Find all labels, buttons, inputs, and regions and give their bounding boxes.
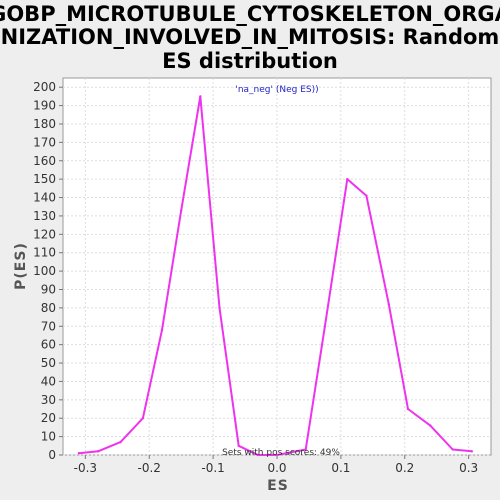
y-tick-label: 80	[41, 301, 56, 315]
y-tick-label: 40	[41, 374, 56, 388]
data-point	[199, 95, 202, 98]
data-point	[160, 328, 164, 332]
y-tick-label: 60	[41, 338, 56, 352]
data-point	[179, 209, 183, 212]
y-tick-label: 0	[48, 448, 56, 462]
x-tick-label: 0.2	[395, 461, 414, 475]
y-tick-label: 180	[33, 117, 56, 131]
y-tick-label: 110	[33, 246, 56, 260]
y-axis-label: P(ES)	[13, 242, 29, 290]
data-point	[365, 194, 368, 197]
chart-title-line-1: GOBP_MICROTUBULE_CYTOSKELETON_ORGA	[0, 2, 500, 26]
data-point	[275, 453, 279, 457]
x-tick-label: 0.1	[331, 461, 350, 475]
data-point	[141, 417, 145, 420]
x-tick-label: -0.1	[201, 461, 224, 475]
data-point	[256, 453, 260, 457]
data-point	[77, 451, 81, 455]
x-axis-label: ES	[267, 478, 289, 494]
x-tick-label: -0.3	[74, 461, 97, 475]
x-tick-label: 0.0	[267, 461, 286, 475]
data-point	[429, 424, 432, 427]
series-layer	[77, 95, 474, 457]
data-point	[218, 306, 221, 310]
data-point	[470, 450, 474, 453]
data-point	[451, 448, 454, 451]
data-point	[119, 440, 122, 444]
grid-lines	[63, 78, 491, 456]
y-tick-label: 10	[41, 430, 56, 444]
axis-ticks: 0 10 20 30 40 50 60 70 80 90 100 110 120 130 140 150 160…	[33, 80, 478, 475]
y-tick-label: 50	[41, 356, 56, 370]
y-tick-label: 200	[33, 80, 56, 94]
y-tick-label: 100	[33, 264, 56, 278]
y-tick-label: 120	[33, 227, 56, 241]
y-tick-label: 20	[41, 411, 56, 425]
y-tick-label: 30	[41, 393, 56, 407]
y-tick-label: 70	[41, 319, 56, 333]
y-tick-label: 140	[33, 191, 56, 205]
y-tick-label: 170	[33, 135, 56, 149]
y-tick-label: 150	[33, 172, 56, 186]
x-tick-label: 0.3	[459, 461, 478, 475]
chart-title-line-3: ES distribution	[162, 49, 338, 73]
y-tick-label: 190	[33, 99, 56, 113]
data-point	[387, 303, 390, 306]
y-tick-label: 90	[41, 282, 56, 296]
chart-title-line-2: NIZATION_INVOLVED_IN_MITOSIS: Random	[1, 25, 500, 49]
data-point	[237, 444, 240, 448]
pos-scores-annotation: Sets with pos scores: 49%	[222, 448, 340, 458]
data-point	[96, 450, 100, 453]
data-point	[406, 407, 410, 411]
data-point	[323, 325, 327, 328]
data-point	[346, 177, 349, 181]
y-tick-label: 130	[33, 209, 56, 223]
legend-label: 'na_neg' (Neg ES))	[235, 85, 318, 95]
es-distribution-line	[78, 95, 472, 456]
y-tick-label: 160	[33, 154, 56, 168]
x-tick-label: -0.2	[138, 461, 161, 475]
data-point	[304, 448, 307, 451]
